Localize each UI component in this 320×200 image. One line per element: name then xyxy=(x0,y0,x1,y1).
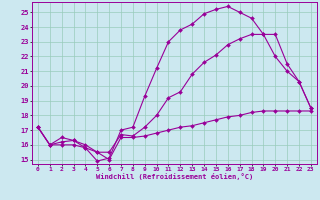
X-axis label: Windchill (Refroidissement éolien,°C): Windchill (Refroidissement éolien,°C) xyxy=(96,173,253,180)
